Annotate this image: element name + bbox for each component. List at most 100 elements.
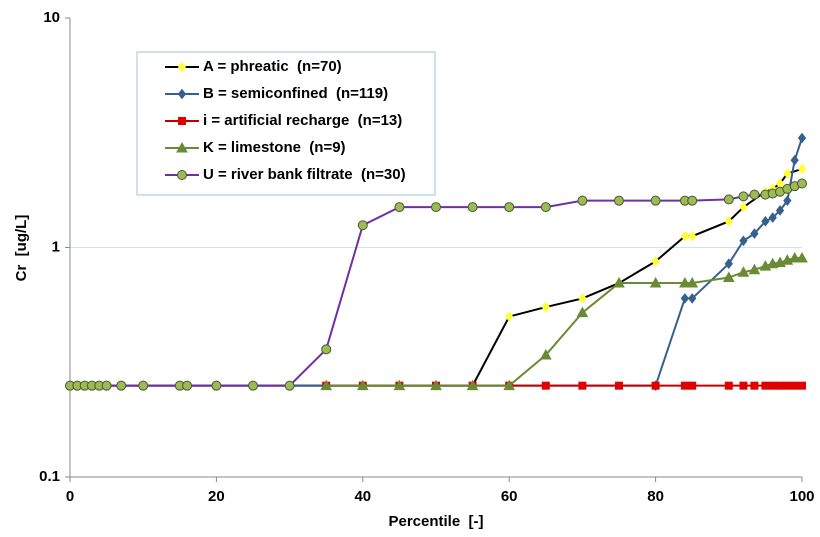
marker xyxy=(649,277,662,288)
marker xyxy=(177,88,187,100)
marker xyxy=(739,381,748,390)
marker xyxy=(723,194,734,205)
legend-box xyxy=(136,51,436,196)
x-tick-label: 40 xyxy=(354,488,371,505)
marker xyxy=(578,293,587,304)
marker xyxy=(578,381,587,390)
legend-label: i = artificial recharge (n=13) xyxy=(203,112,402,129)
marker xyxy=(577,195,588,206)
marker xyxy=(680,381,689,390)
x-tick-label: 60 xyxy=(501,488,518,505)
marker xyxy=(796,251,808,263)
marker xyxy=(320,379,333,391)
marker xyxy=(177,170,187,180)
marker xyxy=(750,228,759,239)
marker xyxy=(539,348,552,360)
marker xyxy=(724,216,733,227)
marker xyxy=(790,381,799,390)
marker xyxy=(356,379,369,391)
marker xyxy=(284,380,295,391)
marker xyxy=(357,220,368,231)
marker xyxy=(576,306,589,318)
x-tick-label: 20 xyxy=(208,488,225,505)
marker xyxy=(768,212,777,223)
marker xyxy=(686,277,699,288)
marker xyxy=(761,216,770,227)
marker xyxy=(393,379,406,391)
marker xyxy=(430,379,442,391)
marker xyxy=(798,381,806,390)
marker xyxy=(797,178,807,189)
marker xyxy=(680,230,690,242)
marker xyxy=(737,266,750,277)
marker xyxy=(748,263,761,275)
marker xyxy=(394,202,405,213)
marker xyxy=(783,195,792,206)
marker xyxy=(650,195,661,206)
marker xyxy=(613,277,625,288)
marker xyxy=(614,195,624,206)
series-line xyxy=(70,182,803,387)
legend: A = phreatic (n=70) B = semiconfined (n=1… xyxy=(136,51,436,196)
marker xyxy=(797,132,807,144)
marker xyxy=(775,205,785,216)
x-tick-label: 100 xyxy=(789,488,814,505)
x-tick-label: 80 xyxy=(647,488,664,505)
legend-label: B = semiconfined (n=119) xyxy=(203,85,388,102)
marker xyxy=(211,380,222,391)
y-tick-label: 0.1 xyxy=(39,468,60,485)
marker xyxy=(321,344,332,355)
marker xyxy=(749,189,760,200)
marker xyxy=(783,381,792,390)
marker xyxy=(503,379,516,391)
marker xyxy=(797,163,807,175)
marker xyxy=(680,293,690,304)
marker xyxy=(724,258,733,270)
marker xyxy=(783,168,792,179)
marker xyxy=(739,235,748,247)
marker xyxy=(768,381,777,390)
marker xyxy=(101,380,112,391)
marker xyxy=(248,380,258,391)
marker xyxy=(750,381,759,390)
marker xyxy=(688,381,697,390)
marker xyxy=(467,202,478,213)
marker xyxy=(722,271,735,283)
marker xyxy=(679,277,691,288)
legend-label: K = limestone (n=9) xyxy=(203,139,346,156)
x-axis-title: Percentile [-] xyxy=(388,513,483,530)
marker xyxy=(431,202,441,213)
y-tick-label: 1 xyxy=(52,238,60,255)
marker xyxy=(788,251,801,263)
marker xyxy=(651,381,660,390)
x-tick-label: 0 xyxy=(66,488,74,505)
marker xyxy=(541,381,550,390)
marker xyxy=(505,311,514,322)
marker xyxy=(138,380,149,391)
marker xyxy=(176,141,188,153)
marker xyxy=(688,293,697,304)
marker xyxy=(687,195,698,206)
marker xyxy=(178,117,186,125)
marker xyxy=(504,202,515,213)
marker xyxy=(688,230,697,242)
marker xyxy=(541,301,550,313)
marker xyxy=(776,381,785,390)
marker xyxy=(739,201,748,213)
marker xyxy=(761,381,770,390)
marker xyxy=(724,381,733,390)
marker xyxy=(466,379,479,391)
marker xyxy=(615,381,623,390)
marker xyxy=(116,380,127,391)
marker xyxy=(790,154,799,166)
marker xyxy=(182,380,193,391)
marker xyxy=(651,256,660,267)
y-tick-label: 10 xyxy=(43,9,60,26)
legend-label: A = phreatic (n=70) xyxy=(203,58,342,75)
marker xyxy=(738,191,749,202)
legend-label: U = river bank filtrate (n=30) xyxy=(203,166,406,183)
y-axis-title: Cr [ug/L] xyxy=(13,215,30,282)
marker xyxy=(540,202,551,213)
